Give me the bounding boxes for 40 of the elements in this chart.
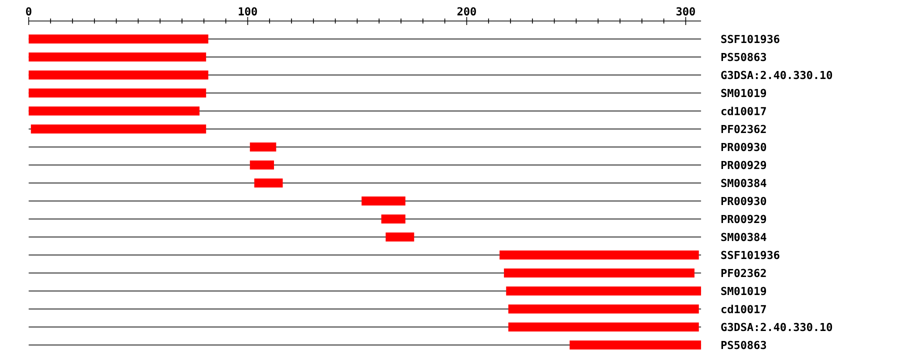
- x-tick-label: 300: [676, 7, 695, 16]
- bar: [250, 142, 276, 152]
- y-tick-label: SM01019: [721, 286, 766, 296]
- y-tick-label: SSF101936: [721, 250, 780, 260]
- bar: [250, 160, 274, 170]
- y-tick-label: PR00930: [721, 142, 766, 152]
- bar: [500, 250, 699, 260]
- bar: [362, 196, 406, 206]
- y-tick-label: PS50863: [721, 52, 766, 62]
- bar: [506, 286, 702, 296]
- bar: [28, 106, 200, 116]
- bar: [570, 340, 702, 350]
- x-tick-label: 100: [238, 7, 257, 16]
- y-tick-label: G3DSA:2.40.330.10: [721, 70, 832, 80]
- y-tick-label: SM01019: [721, 88, 766, 98]
- y-tick-label: SSF101936: [721, 34, 780, 44]
- bar: [504, 268, 694, 278]
- bar: [28, 70, 208, 80]
- bar: [508, 322, 699, 332]
- bar: [28, 52, 206, 62]
- bar: [254, 178, 283, 188]
- bar: [508, 304, 699, 314]
- y-tick-label: PR00929: [721, 160, 766, 170]
- y-tick-label: cd10017: [721, 304, 766, 314]
- bar: [28, 34, 208, 44]
- y-tick-label: G3DSA:2.40.330.10: [721, 322, 832, 332]
- y-tick-label: SM00384: [721, 178, 766, 188]
- y-tick-label: PF02362: [721, 124, 766, 134]
- y-tick-label: PR00929: [721, 214, 766, 224]
- bar: [381, 214, 406, 224]
- y-tick-label: PS50863: [721, 340, 766, 350]
- bar: [30, 124, 206, 134]
- x-tick-label: 0: [26, 7, 32, 16]
- y-tick-label: SM00384: [721, 232, 766, 242]
- y-tick-label: PR00930: [721, 196, 766, 206]
- y-tick-label: PF02362: [721, 268, 766, 278]
- bar: [28, 88, 206, 98]
- x-tick-label: 200: [457, 7, 476, 16]
- y-tick-label: cd10017: [721, 106, 766, 116]
- bar: [386, 232, 414, 242]
